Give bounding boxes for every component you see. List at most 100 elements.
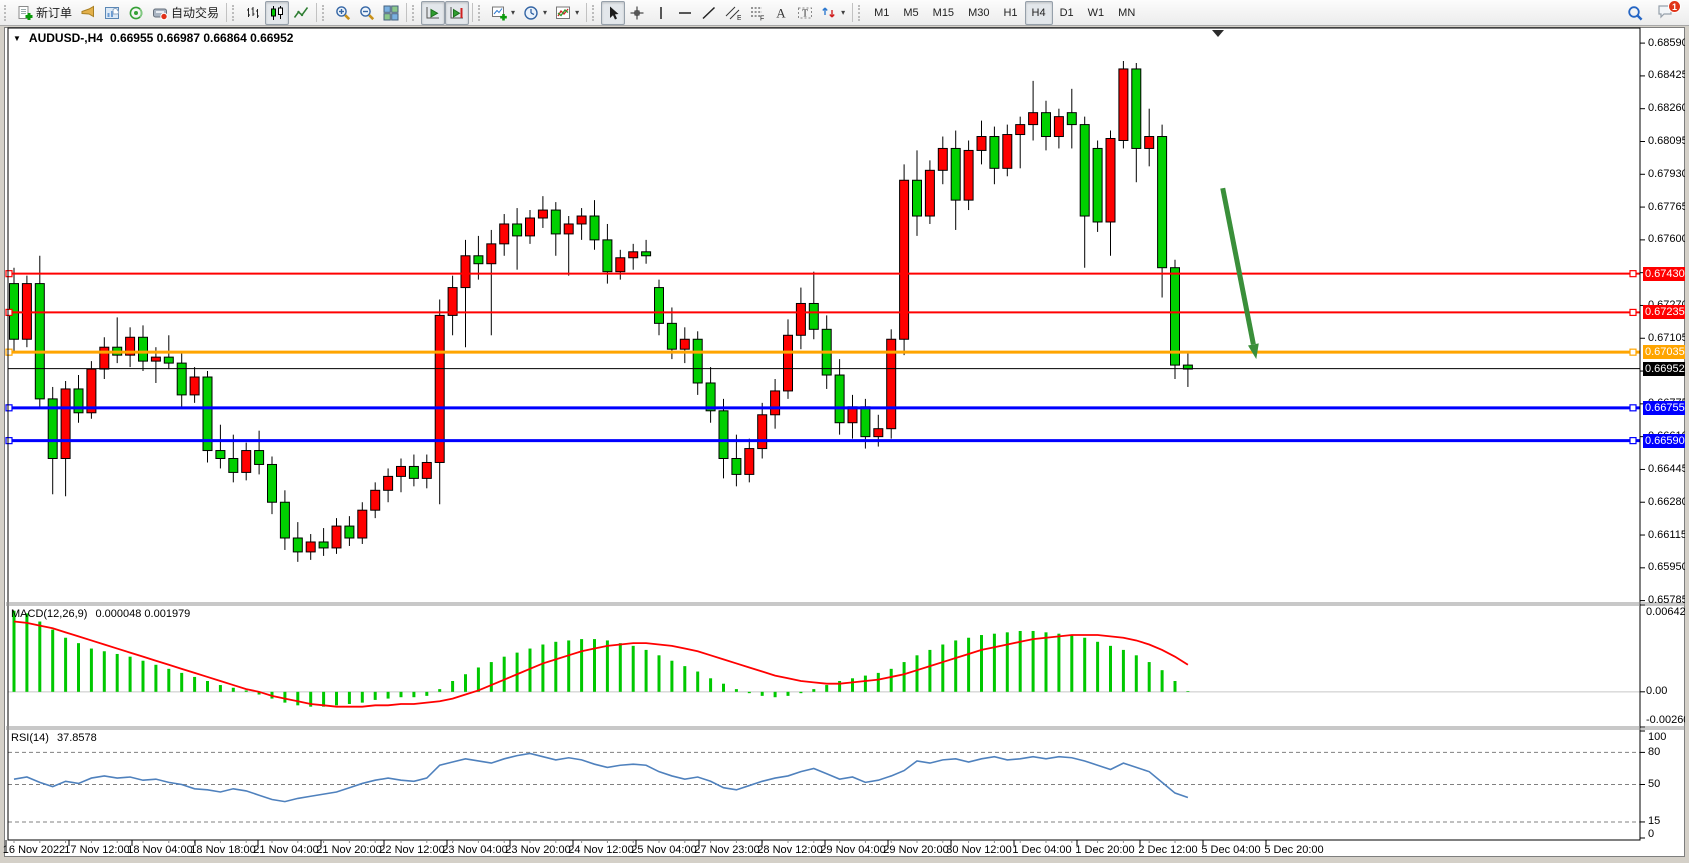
toolbar: 新订单 自动交易 ▾ ▾ ▾ E F A T ▾ M1 M5 M15 M30 H1 H4 D1 W1 MN 1	[0, 0, 1689, 26]
time-tick-label: 30 Nov 12:00	[946, 844, 1012, 856]
shapes-icon	[822, 7, 835, 17]
time-tick-label: 23 Nov 20:00	[505, 844, 571, 856]
text-button[interactable]: A	[769, 1, 793, 25]
time-tick-label: 2 Dec 12:00	[1138, 844, 1198, 856]
indicators-icon	[556, 6, 571, 19]
new-order-button[interactable]: 新订单	[13, 1, 76, 25]
timeframe-d1-button[interactable]: D1	[1053, 1, 1081, 25]
toolbar-grip	[478, 4, 483, 21]
time-tick-label: 29 Nov 20:00	[883, 844, 949, 856]
svg-text:T: T	[802, 8, 808, 19]
new-chart-button[interactable]: ▾	[487, 1, 519, 25]
timeframe-m1-button-label: M1	[874, 6, 890, 19]
time-tick-label: 23 Nov 04:00	[442, 844, 508, 856]
plot-frame	[7, 27, 1641, 841]
arrows-button[interactable]: ▾	[817, 1, 849, 25]
svg-text:A: A	[776, 5, 786, 20]
chart-shift-marker[interactable]	[1212, 30, 1224, 37]
price-tick-label: 0.68425	[1648, 69, 1688, 82]
window-edge-bottom	[0, 858, 1689, 863]
timeframe-h4-button[interactable]: H4	[1024, 0, 1053, 25]
time-tick-label: 5 Dec 04:00	[1201, 844, 1261, 856]
horizontal-line-0.66590[interactable]	[5, 437, 1640, 445]
horizontal-line-button[interactable]	[673, 1, 697, 25]
macd-tick-label: 0.006422	[1646, 606, 1689, 618]
timeframe-h1-button[interactable]: H1	[996, 1, 1024, 25]
chart-type-group	[241, 0, 313, 26]
chevron-down-icon: ▾	[575, 8, 580, 17]
megaphone-button[interactable]	[76, 1, 100, 25]
time-tick-label: 21 Nov 04:00	[253, 844, 319, 856]
indicators-button[interactable]: ▾	[551, 1, 583, 25]
autotrading-button[interactable]: 自动交易	[148, 1, 223, 25]
trendline-icon	[702, 6, 716, 19]
cursor-button[interactable]	[601, 0, 626, 25]
svg-text:F: F	[760, 15, 764, 21]
timeframe-m30-button[interactable]: M30	[961, 1, 996, 25]
timeframe-h1-button-label: H1	[1003, 6, 1018, 19]
auto-scroll-button[interactable]	[421, 0, 446, 25]
timeframe-m15-button[interactable]: M15	[926, 1, 961, 25]
horizontal-line-0.67235[interactable]	[5, 308, 1640, 317]
search-button[interactable]	[1623, 1, 1647, 25]
toolbar-separator	[852, 3, 854, 22]
timeframe-m5-button[interactable]: M5	[896, 1, 925, 25]
vertical-line-button[interactable]	[649, 1, 673, 25]
auto-scroll-icon	[426, 6, 440, 18]
symbol-dropdown-icon[interactable]: ▼	[13, 33, 21, 43]
horizontal-line-0.67430[interactable]	[5, 270, 1640, 278]
time-tick-label: 21 Nov 20:00	[316, 844, 382, 856]
crosshair-icon	[630, 6, 644, 19]
toolbar-grip	[592, 4, 597, 21]
fibonacci-button[interactable]: F	[745, 1, 769, 25]
price-tick-label: 0.66445	[1648, 462, 1688, 475]
notifications-button[interactable]: 1	[1653, 0, 1681, 25]
price-badge-0.67430: 0.67430	[1643, 266, 1686, 281]
chevron-down-icon: ▾	[511, 8, 516, 17]
horizontal-line-0.66755[interactable]	[5, 404, 1640, 412]
zoom-out-button[interactable]	[355, 1, 379, 25]
search-icon	[1628, 5, 1643, 20]
timeframe-mn-button[interactable]: MN	[1111, 1, 1142, 25]
trendline-button[interactable]	[697, 1, 721, 25]
objects-group: ▾ ▾ ▾	[487, 0, 583, 26]
chart-cloud-icon	[105, 6, 120, 19]
equidistant-channel-button[interactable]: E	[721, 1, 745, 25]
zoom-group	[331, 0, 403, 26]
time-tick-label: 25 Nov 04:00	[631, 844, 697, 856]
price-tick-label: 0.67600	[1648, 233, 1688, 246]
time-tick-label: 17 Nov 12:00	[64, 844, 130, 856]
price-tick-label: 0.66115	[1648, 528, 1687, 541]
crosshair-button[interactable]	[625, 1, 649, 25]
price-badge-0.66755: 0.66755	[1643, 400, 1686, 415]
text-label-button[interactable]: T	[793, 1, 817, 25]
time-tick-label: 27 Nov 23:00	[694, 844, 760, 856]
price-tick-label: 0.68590	[1648, 36, 1688, 49]
trend-arrow[interactable]	[1220, 187, 1259, 360]
toolbar-right: 1	[1623, 0, 1689, 25]
timeframe-w1-button-label: W1	[1087, 6, 1105, 19]
tile-windows-button[interactable]	[379, 1, 403, 25]
horizontal-line-icon	[679, 11, 692, 14]
rsi-label: RSI(14) 37.8578	[11, 732, 97, 744]
zoom-in-button[interactable]	[331, 1, 355, 25]
horizontal-line-0.67035[interactable]	[5, 348, 1640, 356]
chart-cloud-button[interactable]	[100, 1, 124, 25]
timeframe-mn-button-label: MN	[1118, 6, 1136, 19]
signal-button[interactable]	[124, 1, 148, 25]
timeframe-m1-button[interactable]: M1	[867, 1, 896, 25]
bar-chart-button[interactable]	[241, 1, 265, 25]
chart-shift-button[interactable]	[445, 0, 470, 25]
trade-group: 新订单 自动交易	[13, 0, 223, 26]
price-badge-0.66590: 0.66590	[1643, 433, 1686, 448]
vertical-line-icon	[660, 6, 662, 19]
profiles-button[interactable]: ▾	[519, 1, 551, 25]
candlestick-button[interactable]	[265, 0, 290, 25]
megaphone-icon	[81, 5, 95, 17]
symbol-period: AUDUSD-,H4	[28, 31, 103, 45]
price-tick-label: 0.68260	[1648, 102, 1688, 115]
line-chart-button[interactable]	[289, 1, 313, 25]
timeframe-w1-button[interactable]: W1	[1081, 1, 1112, 25]
rsi-name: RSI(14)	[11, 732, 49, 744]
